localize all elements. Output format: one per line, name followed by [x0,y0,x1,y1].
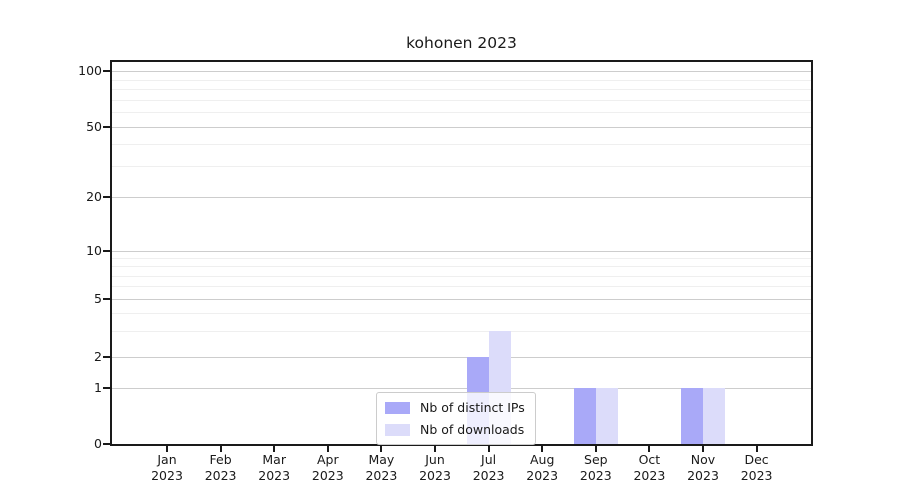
x-tick-label: Aug 2023 [506,452,578,484]
chart-title: kohonen 2023 [406,34,517,52]
x-tick-year: 2023 [579,468,612,483]
legend: Nb of distinct IPs Nb of downloads [376,392,536,445]
gridline-major [112,357,811,358]
gridline-major [112,127,811,128]
bar-downloads [703,388,725,444]
x-tick-month: Feb [209,452,232,467]
legend-label-downloads: Nb of downloads [420,422,525,437]
spine-left [110,60,112,446]
gridline-major [112,251,811,252]
gridline-minor [112,331,811,333]
gridline-major [112,71,811,72]
gridline-minor [112,79,811,81]
x-tick-month: Jan [157,452,177,467]
x-tick-label: Jun 2023 [399,452,471,484]
x-tick-month: Sep [584,452,608,467]
spine-bottom [110,444,813,446]
x-tick-month: Jul [481,452,497,467]
spine-right [811,60,813,446]
x-tick-year: 2023 [311,468,344,483]
bar-downloads [595,388,618,444]
x-tick-year: 2023 [419,468,451,483]
x-tick-label: Feb 2023 [185,452,257,484]
x-tick-year: 2023 [526,468,559,483]
bar-distinct-ips [681,388,703,444]
x-tick-month: Dec [744,452,769,467]
y-tick-label: 0 [94,436,102,451]
x-tick-month: May [368,452,395,467]
x-tick-year: 2023 [633,468,666,483]
y-tick-label: 20 [86,189,102,204]
x-tick-year: 2023 [472,468,505,483]
bar-distinct-ips [573,388,596,444]
y-tick-label: 10 [86,243,102,258]
x-tick-year: 2023 [740,468,773,483]
x-tick-label: Oct 2023 [613,452,685,484]
legend-swatch-distinct-ips-icon [385,401,410,414]
y-tick-label: 5 [94,291,102,306]
gridline-major [112,197,811,198]
gridline-minor [112,112,811,114]
x-tick-label: May 2023 [345,452,417,484]
gridline-minor [112,266,811,268]
x-tick-year: 2023 [258,468,291,483]
gridline-minor [112,166,811,168]
legend-item-distinct-ips: Nb of distinct IPs [385,398,525,417]
x-tick-label: Dec 2023 [721,452,793,484]
gridline-minor [112,258,811,260]
x-tick-month: Apr [316,452,339,467]
x-tick-label: Mar 2023 [238,452,310,484]
spine-top [110,60,813,62]
y-tick-label: 50 [86,119,102,134]
legend-item-downloads: Nb of downloads [385,420,525,439]
gridline-minor [112,275,811,277]
x-tick-year: 2023 [687,468,719,483]
x-tick-label: Jul 2023 [453,452,525,484]
legend-label-distinct-ips: Nb of distinct IPs [420,400,525,415]
x-tick-label: Jan 2023 [131,452,203,484]
x-tick-year: 2023 [151,468,183,483]
gridline-major [112,388,811,389]
x-tick-month: Mar [262,452,286,467]
plot-area [110,60,813,446]
legend-swatch-downloads-icon [385,423,410,436]
y-tick-label: 1 [94,380,102,395]
x-tick-year: 2023 [204,468,237,483]
gridline-minor [112,144,811,146]
x-tick-year: 2023 [365,468,398,483]
x-tick-month: Oct [638,452,661,467]
gridline-major [112,299,811,300]
gridline-minor [112,99,811,101]
gridline-minor [112,286,811,288]
x-tick-label: Sep 2023 [560,452,632,484]
x-tick-month: Aug [529,452,555,467]
x-tick-month: Nov [690,452,716,467]
gridline-minor [112,313,811,315]
y-tick-label: 2 [94,349,102,364]
x-tick-month: Jun [425,452,445,467]
gridline-minor [112,89,811,91]
x-tick-label: Apr 2023 [292,452,364,484]
x-tick-label: Nov 2023 [667,452,739,484]
y-tick-label: 100 [78,63,102,78]
